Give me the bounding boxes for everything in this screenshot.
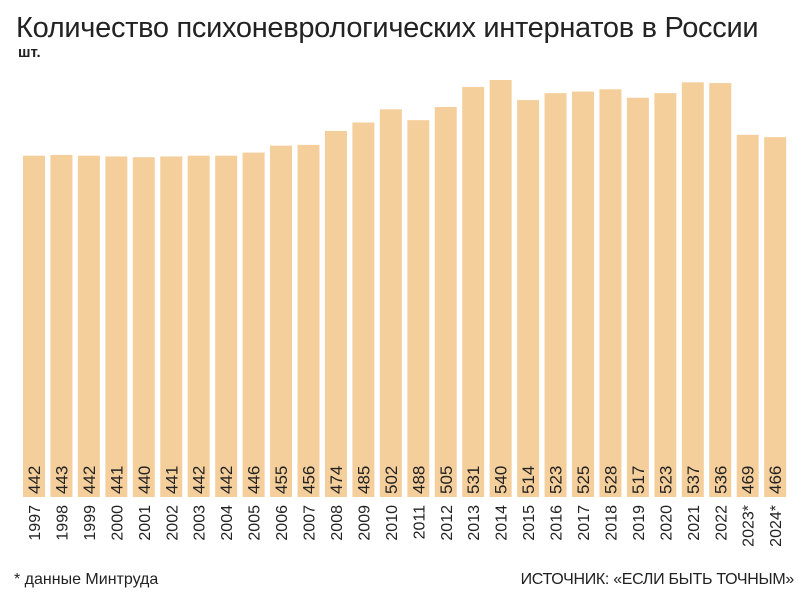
year-tick-label: 2013	[466, 505, 483, 541]
value-label: 537	[684, 466, 703, 494]
bar-1997	[23, 155, 45, 497]
year-tick-label: 2009	[356, 505, 373, 541]
value-label: 442	[80, 466, 99, 494]
year-tick-label: 2012	[439, 505, 456, 541]
year-tick-label: 2021	[686, 505, 703, 541]
bar-2007	[297, 144, 320, 497]
value-label: 536	[711, 466, 730, 494]
bar-2009	[352, 122, 375, 497]
year-tick-label: 2016	[549, 505, 566, 541]
value-label: 466	[766, 466, 785, 494]
year-tick-label: 2017	[576, 505, 593, 541]
year-tick-label: 2011	[411, 505, 428, 540]
bar-2005	[242, 152, 265, 498]
bar-2002	[160, 156, 183, 497]
value-label: 441	[162, 466, 181, 494]
value-label: 440	[135, 466, 154, 494]
value-label: 446	[245, 466, 264, 494]
year-tick-label: 2019	[631, 505, 648, 541]
bar-2022	[709, 83, 732, 497]
value-label: 528	[601, 466, 620, 494]
bar-2013	[462, 86, 485, 497]
unit-label: шт.	[18, 44, 41, 61]
value-label: 505	[437, 466, 456, 494]
bar-2016	[544, 93, 567, 497]
footnote: * данные Минтруда	[14, 571, 159, 588]
value-label: 531	[464, 466, 483, 494]
value-label: 442	[190, 466, 209, 494]
bar-2000	[105, 156, 128, 497]
year-tick-label: 2023*	[741, 505, 758, 547]
year-tick-label: 2022	[713, 505, 730, 541]
value-label: 540	[492, 466, 511, 494]
bar-2004	[215, 155, 238, 497]
bar-2014	[489, 80, 512, 497]
value-label: 523	[656, 466, 675, 494]
year-tick-label: 2014	[494, 505, 511, 541]
value-label: 441	[107, 466, 126, 494]
value-label: 455	[272, 466, 291, 494]
bar-2010	[379, 109, 402, 497]
year-tick-label: 2020	[658, 505, 675, 541]
value-label: 502	[382, 466, 401, 494]
bar-1999	[77, 155, 100, 497]
year-tick-label: 2006	[274, 505, 291, 541]
bar-2015	[517, 100, 540, 498]
year-tick-label: 2004	[219, 505, 236, 541]
year-tick-label: 2007	[302, 505, 319, 541]
year-tick-label: 2024*	[768, 505, 785, 547]
bar-2001	[132, 157, 155, 497]
bar-2003	[187, 155, 210, 497]
value-label: 525	[574, 466, 593, 494]
bar-2024*	[764, 137, 787, 497]
year-tick-label: 2000	[109, 505, 126, 541]
value-label: 485	[354, 466, 373, 494]
year-tick-label: 2008	[329, 505, 346, 541]
year-tick-label: 1997	[27, 505, 44, 541]
value-label: 514	[519, 466, 538, 494]
value-label: 443	[52, 466, 71, 494]
year-tick-label: 2002	[164, 505, 181, 541]
bar-1998	[50, 154, 73, 497]
bar-2012	[434, 107, 457, 498]
value-label: 469	[739, 466, 758, 494]
bar-2018	[599, 89, 622, 498]
bar-2017	[572, 91, 594, 497]
year-tick-label: 2001	[137, 505, 154, 541]
bar-2011	[407, 120, 430, 498]
year-tick-label: 2010	[384, 505, 401, 541]
year-tick-label: 2015	[521, 505, 538, 541]
value-label: 488	[409, 466, 428, 494]
bar-2021	[681, 82, 704, 498]
year-tick-label: 1998	[54, 505, 71, 541]
year-tick-label: 1999	[82, 505, 99, 541]
value-label: 456	[300, 466, 319, 494]
value-label: 442	[217, 466, 236, 494]
value-label: 517	[629, 466, 648, 494]
chart-title: Количество психоневрологических интернат…	[16, 12, 759, 44]
value-label: 442	[25, 466, 44, 494]
source-note: ИСТОЧНИК: «ЕСЛИ БЫТЬ ТОЧНЫМ»	[520, 571, 795, 588]
year-tick-label: 2005	[247, 505, 264, 541]
bar-2019	[626, 97, 649, 497]
year-tick-label: 2003	[192, 505, 209, 541]
bar-2008	[324, 130, 347, 497]
bar-2023*	[736, 134, 759, 498]
value-label: 474	[327, 466, 346, 494]
value-label: 523	[547, 466, 566, 494]
year-tick-label: 2018	[603, 505, 620, 541]
bar-2006	[270, 145, 293, 497]
bar-2020	[654, 93, 677, 497]
